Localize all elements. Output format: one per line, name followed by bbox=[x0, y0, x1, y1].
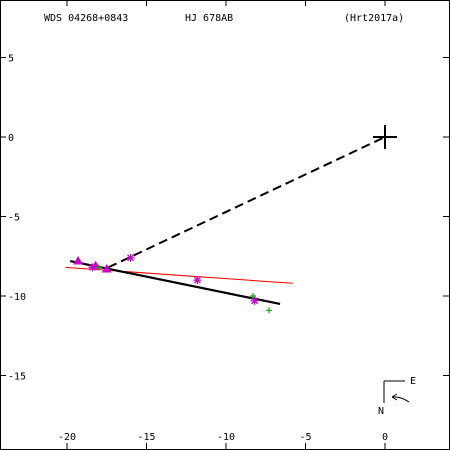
asterisk-point bbox=[126, 253, 135, 262]
plus-point bbox=[95, 264, 102, 271]
y-tick-label: -5 bbox=[8, 213, 20, 224]
wds-label: WDS 04268+0843 bbox=[44, 13, 128, 24]
compass: E N bbox=[378, 376, 416, 417]
primary-star-marker bbox=[373, 125, 397, 149]
compass-direction-arrow bbox=[391, 396, 410, 403]
x-tick-label: -10 bbox=[217, 432, 235, 443]
star-name-label: HJ 678AB bbox=[185, 13, 233, 24]
y-tick-label: 0 bbox=[8, 133, 14, 144]
y-tick-label: -15 bbox=[8, 372, 26, 383]
compass-east-label: E bbox=[410, 376, 416, 387]
asterisk-point bbox=[250, 296, 259, 305]
reference-label: (Hrt2017a) bbox=[344, 13, 404, 24]
x-tick-label: -5 bbox=[299, 432, 311, 443]
y-tick-label: -10 bbox=[8, 292, 26, 303]
y-tick-label: 5 bbox=[8, 54, 14, 65]
dashed-connector-line bbox=[107, 136, 386, 269]
plus-point bbox=[250, 293, 257, 299]
asterisk-point bbox=[88, 263, 97, 272]
x-axis-ticks: -20 -15 -10 -5 0 bbox=[58, 1, 388, 449]
triangle-point bbox=[73, 256, 83, 265]
x-tick-label: -20 bbox=[58, 432, 76, 443]
asterisk-point bbox=[193, 276, 202, 285]
triangle-point bbox=[101, 263, 112, 273]
x-tick-label: -15 bbox=[137, 432, 155, 443]
observation-marks bbox=[73, 253, 272, 314]
compass-north-label: N bbox=[378, 406, 384, 417]
y-axis-ticks: 5 0 -5 -10 -15 bbox=[1, 54, 449, 383]
compass-arrowhead-icon bbox=[391, 393, 398, 401]
x-tick-label: 0 bbox=[382, 432, 388, 443]
plus-point bbox=[265, 307, 272, 314]
